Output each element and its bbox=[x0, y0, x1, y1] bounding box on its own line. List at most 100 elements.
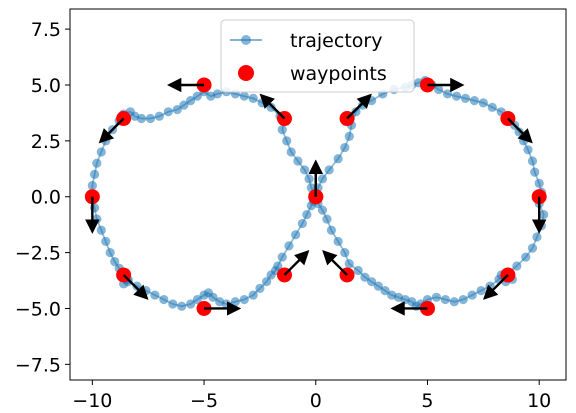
trajectory-point bbox=[360, 272, 370, 282]
trajectory-point bbox=[163, 107, 173, 117]
trajectory-point bbox=[192, 91, 202, 101]
trajectory-point bbox=[431, 292, 442, 302]
trajectory-point bbox=[442, 89, 453, 99]
waypoint-heading-arrow bbox=[98, 117, 125, 144]
x-tick-label: 5 bbox=[421, 390, 433, 412]
trajectory-point bbox=[150, 290, 160, 300]
trajectory-point bbox=[92, 158, 102, 168]
trajectory-point bbox=[105, 248, 115, 258]
trajectory-point bbox=[179, 100, 189, 110]
trajectory-point bbox=[208, 292, 218, 302]
legend-waypoints-marker bbox=[238, 65, 254, 81]
trajectory-point bbox=[273, 261, 283, 271]
waypoint-heading-arrow bbox=[322, 250, 348, 276]
legend-box bbox=[220, 19, 415, 93]
trajectory-point bbox=[96, 225, 106, 235]
trajectory-point bbox=[299, 165, 310, 175]
trajectory-point bbox=[351, 107, 361, 117]
trajectory-point bbox=[239, 294, 249, 305]
trajectory-point bbox=[326, 225, 337, 235]
trajectory-point bbox=[291, 230, 301, 240]
trajectory-point bbox=[286, 147, 296, 157]
trajectory-point bbox=[451, 91, 462, 101]
trajectory-point bbox=[460, 93, 471, 103]
trajectory-point bbox=[230, 297, 240, 307]
waypoint-heading-arrow bbox=[283, 250, 310, 276]
trajectory-point bbox=[532, 232, 542, 242]
trajectory-point bbox=[293, 156, 303, 166]
trajectory-point bbox=[172, 104, 182, 115]
trajectory-point bbox=[192, 294, 202, 305]
trajectory-point bbox=[317, 174, 328, 184]
trajectory-point bbox=[101, 236, 111, 247]
trajectory-point bbox=[92, 214, 102, 224]
y-tick-label: 2.5 bbox=[31, 131, 61, 153]
trajectory-point bbox=[239, 91, 249, 101]
trajectory-point bbox=[487, 102, 497, 112]
trajectory-point bbox=[387, 290, 397, 300]
trajectory-point bbox=[277, 125, 287, 135]
trajectory-point bbox=[527, 243, 538, 253]
y-tick-label: 5.0 bbox=[31, 75, 61, 97]
x-tick-label: 10 bbox=[527, 390, 551, 412]
trajectory-point bbox=[186, 96, 196, 106]
trajectory-point bbox=[440, 294, 450, 305]
legend-trajectory-label: trajectory bbox=[290, 30, 382, 52]
trajectory-point bbox=[367, 277, 377, 287]
trajectory-point bbox=[87, 180, 97, 191]
y-tick-label: −2.5 bbox=[15, 243, 61, 265]
trajectory-point bbox=[297, 218, 307, 229]
legend: trajectory waypoints bbox=[220, 19, 415, 93]
trajectory-point bbox=[340, 248, 350, 258]
waypoint-heading-arrow bbox=[483, 274, 509, 300]
trajectory-point bbox=[177, 301, 187, 311]
trajectory-point bbox=[255, 283, 265, 293]
waypoint-heading-arrow bbox=[507, 117, 533, 144]
y-tick-label: −7.5 bbox=[15, 354, 61, 376]
trajectory-point bbox=[168, 299, 178, 309]
trajectory-point bbox=[530, 167, 540, 177]
trajectory-point bbox=[110, 256, 120, 267]
trajectory-point bbox=[340, 142, 350, 153]
trajectory-point bbox=[154, 111, 164, 121]
trajectory-point bbox=[317, 205, 328, 215]
trajectory-point bbox=[324, 165, 334, 175]
trajectory-point bbox=[478, 98, 488, 108]
trajectory-point bbox=[186, 299, 196, 309]
x-tick-label: 0 bbox=[310, 390, 322, 412]
trajectory-point bbox=[304, 174, 314, 184]
y-tick-label: 7.5 bbox=[31, 19, 61, 41]
trajectory-point bbox=[248, 290, 258, 300]
trajectory-point bbox=[467, 290, 477, 300]
plot-frame bbox=[69, 8, 567, 381]
trajectory-point bbox=[344, 259, 354, 269]
x-tick-label: −10 bbox=[72, 390, 112, 412]
trajectory-point bbox=[527, 156, 538, 166]
trajectory-point bbox=[512, 261, 522, 271]
trajectory-point bbox=[333, 236, 343, 247]
x-tick-label: −5 bbox=[190, 390, 218, 412]
y-tick-label: 0.0 bbox=[31, 187, 61, 209]
trajectory-point bbox=[145, 113, 156, 124]
trajectory-point bbox=[534, 178, 544, 188]
legend-trajectory-marker bbox=[241, 35, 251, 45]
trajectory-point bbox=[344, 131, 354, 141]
trajectory-point bbox=[96, 147, 106, 157]
trajectory-point bbox=[458, 294, 468, 305]
trajectory-point bbox=[302, 210, 312, 220]
y-tick-label: −5.0 bbox=[15, 298, 61, 320]
trajectory-point bbox=[449, 297, 459, 307]
trajectory-point bbox=[322, 214, 332, 224]
trajectory-point bbox=[380, 286, 390, 296]
trajectory-point bbox=[284, 241, 294, 251]
legend-waypoints-label: waypoints bbox=[290, 63, 387, 85]
waypoint-heading-arrow bbox=[259, 93, 286, 120]
trajectory-point bbox=[373, 281, 383, 291]
trajectory-point bbox=[159, 294, 169, 305]
trajectory-point bbox=[282, 136, 292, 146]
trajectory-point bbox=[521, 252, 531, 262]
trajectory-point bbox=[333, 154, 343, 164]
trajectory-point bbox=[539, 210, 549, 220]
trajectory-point bbox=[221, 299, 231, 309]
